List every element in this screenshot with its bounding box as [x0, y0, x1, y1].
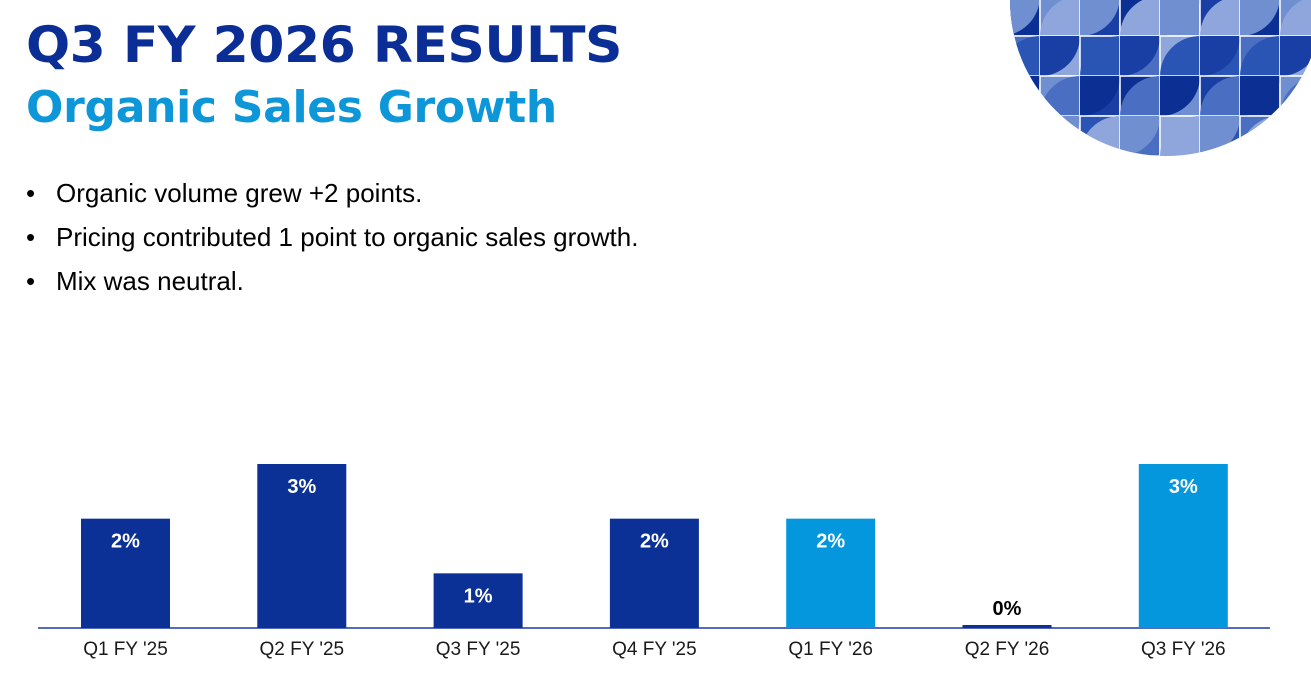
category-label: Q1 FY '26	[788, 639, 873, 660]
bullet-marker: •	[26, 222, 36, 252]
bar-value-label: 2%	[111, 531, 140, 553]
category-label: Q3 FY '25	[436, 639, 521, 660]
pattern-quarter-circle	[1160, 116, 1200, 156]
pattern-quarter-circle	[1080, 76, 1120, 116]
pattern-quarter-circle	[1240, 76, 1280, 116]
pattern-quarter-circle	[1010, 116, 1040, 156]
pattern-quarter-circle	[1280, 116, 1311, 156]
category-label: Q1 FY '25	[83, 639, 168, 660]
pattern-quarter-circle	[1280, 0, 1311, 36]
category-label: Q4 FY '25	[612, 639, 697, 660]
pattern-tile	[1279, 75, 1311, 117]
pattern-quarter-circle	[1080, 36, 1120, 76]
pattern-quarter-circle	[1120, 116, 1160, 156]
bullet-marker: •	[26, 266, 36, 296]
bar-7	[1138, 464, 1228, 628]
pattern-quarter-circle	[1040, 0, 1080, 36]
bullet-list: • Organic volume grew +2 points. • Prici…	[26, 173, 638, 305]
pattern-quarter-circle	[1240, 0, 1280, 36]
slide-title: Q3 FY 2026 RESULTS	[26, 16, 622, 74]
bullet-text: Organic volume grew +2 points.	[56, 178, 423, 208]
pattern-quarter-circle	[1120, 0, 1160, 36]
pattern-tile	[1010, 115, 1041, 156]
bar-3	[433, 573, 523, 628]
bar-2	[257, 464, 347, 628]
bar-6	[962, 625, 1052, 628]
pattern-quarter-circle	[1080, 0, 1120, 36]
pattern-quarter-circle	[1160, 36, 1200, 76]
pattern-quarter-circle	[1120, 36, 1160, 76]
pattern-quarter-circle	[1010, 76, 1040, 116]
pattern-quarter-circle	[1040, 36, 1080, 76]
bar-value-label: 0%	[993, 598, 1022, 620]
decorative-pattern-circle	[1010, 0, 1311, 156]
pattern-quarter-circle	[1040, 116, 1080, 156]
bar-value-label: 2%	[816, 531, 845, 553]
pattern-quarter-circle	[1160, 0, 1200, 36]
bar-value-label: 3%	[287, 476, 316, 498]
bar-5	[786, 518, 876, 628]
pattern-quarter-circle	[1010, 0, 1040, 36]
bullet-item: • Mix was neutral.	[26, 261, 638, 305]
pattern-quarter-circle	[1200, 116, 1240, 156]
bullet-text: Pricing contributed 1 point to organic s…	[56, 222, 639, 252]
bullet-marker: •	[26, 178, 36, 208]
pattern-quarter-circle	[1240, 36, 1280, 76]
bar-4	[609, 518, 699, 628]
bar-value-label: 1%	[464, 585, 493, 607]
pattern-quarter-circle	[1280, 36, 1311, 76]
slide-subtitle: Organic Sales Growth	[26, 82, 557, 133]
bar-1	[81, 518, 170, 628]
category-label: Q3 FY '26	[1141, 639, 1226, 660]
category-label: Q2 FY '25	[259, 639, 344, 660]
pattern-quarter-circle	[1200, 76, 1240, 116]
category-label: Q2 FY '26	[965, 639, 1050, 660]
bullet-text: Mix was neutral.	[56, 266, 244, 296]
pattern-tile	[1279, 115, 1311, 156]
pattern-quarter-circle	[1160, 76, 1200, 116]
organic-sales-bar-chart: 2% 3% 1% 2% 2% 0% 3% Q1 FY '25 Q2 FY '25 Q3 FY '…	[38, 464, 1270, 660]
bar-value-label: 3%	[1169, 476, 1198, 498]
pattern-quarter-circle	[1120, 76, 1160, 116]
pattern-quarter-circle	[1200, 36, 1240, 76]
bullet-item: • Organic volume grew +2 points.	[26, 173, 638, 217]
bullet-item: • Pricing contributed 1 point to organic…	[26, 217, 638, 261]
pattern-quarter-circle	[1010, 36, 1040, 76]
bar-value-label: 2%	[640, 531, 669, 553]
pattern-quarter-circle	[1200, 0, 1240, 36]
